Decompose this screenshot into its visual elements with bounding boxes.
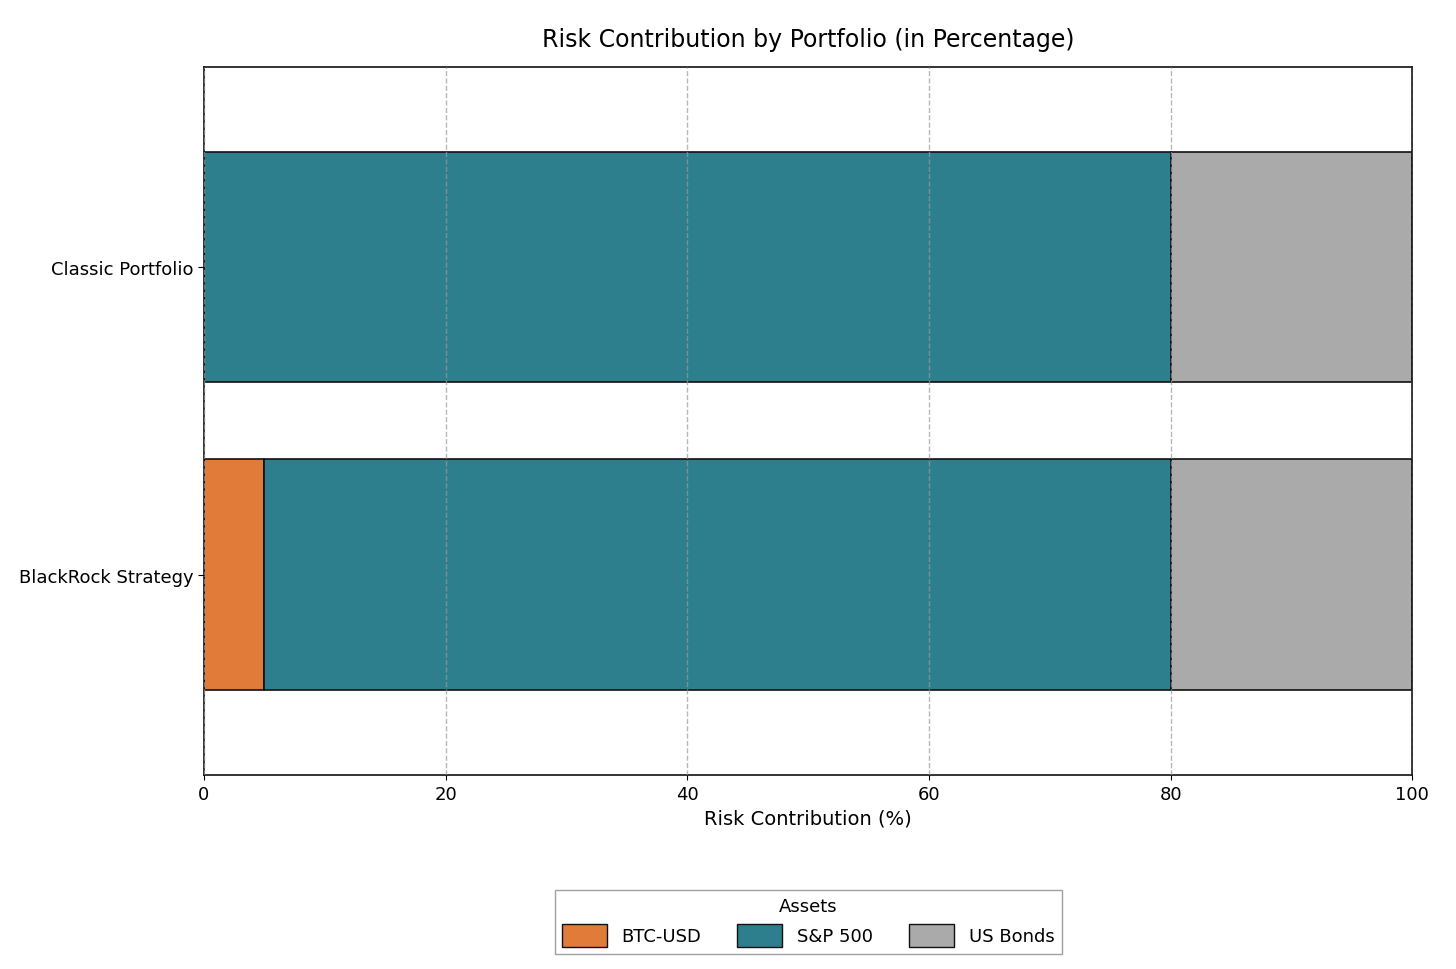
Bar (204, 152, 1171, 383)
Bar (204, 460, 265, 691)
Title: Risk Contribution by Portfolio (in Percentage): Risk Contribution by Portfolio (in Perce… (542, 28, 1075, 52)
Bar (1171, 152, 1412, 383)
Legend: BTC-USD, S&P 500, US Bonds: BTC-USD, S&P 500, US Bonds (555, 891, 1061, 953)
Bar (1171, 460, 1412, 691)
X-axis label: Risk Contribution (%): Risk Contribution (%) (705, 808, 911, 828)
Bar (265, 460, 1171, 691)
